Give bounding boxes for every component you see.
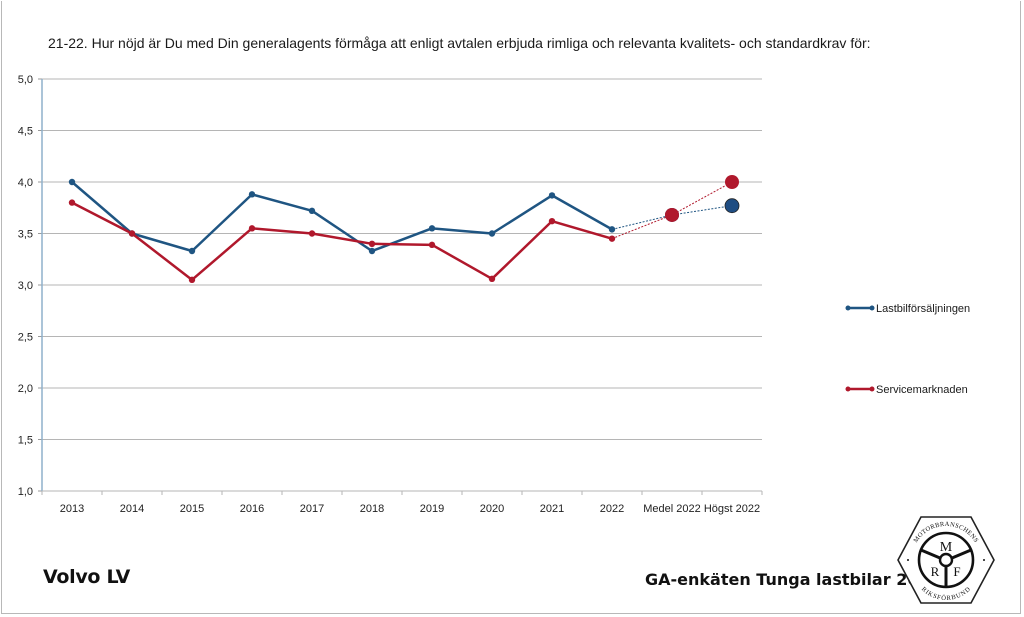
logo-letter-m: M bbox=[940, 540, 953, 555]
y-tick-label: 5,0 bbox=[18, 74, 33, 86]
data-point bbox=[308, 207, 316, 215]
legend-item-servicemarknaden: Servicemarknaden bbox=[845, 384, 968, 396]
data-point bbox=[488, 275, 496, 283]
y-tick-label: 3,5 bbox=[18, 229, 33, 241]
series-line bbox=[71, 201, 613, 282]
x-tick-label: 2019 bbox=[420, 503, 444, 515]
logo-letter-r: R bbox=[931, 564, 940, 579]
series-lastbilförsäljningen bbox=[68, 178, 733, 255]
x-tick-label: 2021 bbox=[540, 503, 564, 515]
x-axis-labels: 2013 2014 2015 2016 2017 2018 2019 2020 2021 2022… bbox=[60, 503, 760, 515]
x-tick-label: 2016 bbox=[240, 503, 264, 515]
data-point bbox=[368, 240, 376, 247]
series-layer bbox=[68, 175, 740, 284]
data-point bbox=[428, 225, 436, 232]
logo-letter-f: F bbox=[953, 564, 960, 579]
legend-label: Lastbilförsäljningen bbox=[876, 303, 970, 315]
x-tick-label: 2022 bbox=[600, 503, 624, 515]
x-tick-label: 2018 bbox=[360, 503, 384, 515]
y-axis-labels: 1,0 1,5 2,0 2,5 3,0 3,5 4,0 4,5 5,0 bbox=[18, 74, 33, 498]
x-tick-label: Högst 2022 bbox=[704, 503, 760, 515]
data-point bbox=[248, 191, 256, 198]
x-tick-label: Medel 2022 bbox=[643, 503, 701, 515]
projection-line bbox=[611, 205, 733, 230]
data-point bbox=[608, 226, 616, 233]
logo-hexagon bbox=[897, 516, 995, 604]
data-point bbox=[248, 225, 256, 232]
data-point bbox=[428, 241, 436, 249]
series-line bbox=[71, 181, 613, 253]
x-tick-label: 2013 bbox=[60, 503, 84, 515]
data-point bbox=[368, 247, 376, 255]
data-point bbox=[128, 230, 136, 237]
legend-marker bbox=[845, 305, 851, 311]
x-tick-label: 2017 bbox=[300, 503, 324, 515]
legend-marker bbox=[869, 386, 875, 392]
hogst-marker-service bbox=[725, 175, 739, 189]
y-tick-label: 1,0 bbox=[18, 486, 33, 498]
y-tick-label: 2,0 bbox=[18, 383, 33, 395]
medel-marker-service bbox=[665, 207, 679, 222]
hogst-marker-lastbil bbox=[724, 198, 740, 214]
data-point bbox=[68, 178, 76, 186]
brand-name: Volvo LV bbox=[43, 566, 131, 588]
y-tick-label: 4,0 bbox=[18, 177, 33, 189]
legend-item-lastbilförsäljningen: Lastbilförsäljningen bbox=[845, 303, 970, 315]
data-point bbox=[488, 230, 496, 237]
legend-marker bbox=[845, 386, 851, 392]
y-tick-label: 4,5 bbox=[18, 126, 33, 138]
legend-label: Servicemarknaden bbox=[876, 384, 968, 396]
data-point bbox=[68, 199, 76, 206]
y-tick-label: 1,5 bbox=[18, 435, 33, 447]
x-tick-label: 2014 bbox=[120, 503, 144, 515]
x-tick-label: 2015 bbox=[180, 503, 204, 515]
data-point bbox=[608, 235, 616, 242]
y-tick-label: 3,0 bbox=[18, 280, 33, 292]
data-point bbox=[188, 247, 196, 255]
y-tick-label: 2,5 bbox=[18, 332, 33, 344]
mrf-logo: M R F MOTORBRANSCHENS RIKSFÖRBUND bbox=[897, 516, 995, 604]
data-point bbox=[548, 217, 556, 225]
axes bbox=[38, 78, 763, 495]
data-point bbox=[548, 192, 556, 199]
legend: Lastbilförsäljningen Servicemarknaden bbox=[845, 303, 970, 396]
data-point bbox=[308, 230, 316, 237]
legend-marker bbox=[869, 305, 875, 311]
x-tick-label: 2020 bbox=[480, 503, 504, 515]
chart-title: 21-22. Hur nöjd är Du med Din generalage… bbox=[48, 35, 871, 51]
gridlines bbox=[42, 78, 762, 440]
footer-title: GA-enkäten Tunga lastbilar 2022 bbox=[645, 570, 941, 589]
data-point bbox=[188, 276, 196, 284]
series-servicemarknaden bbox=[68, 181, 733, 284]
